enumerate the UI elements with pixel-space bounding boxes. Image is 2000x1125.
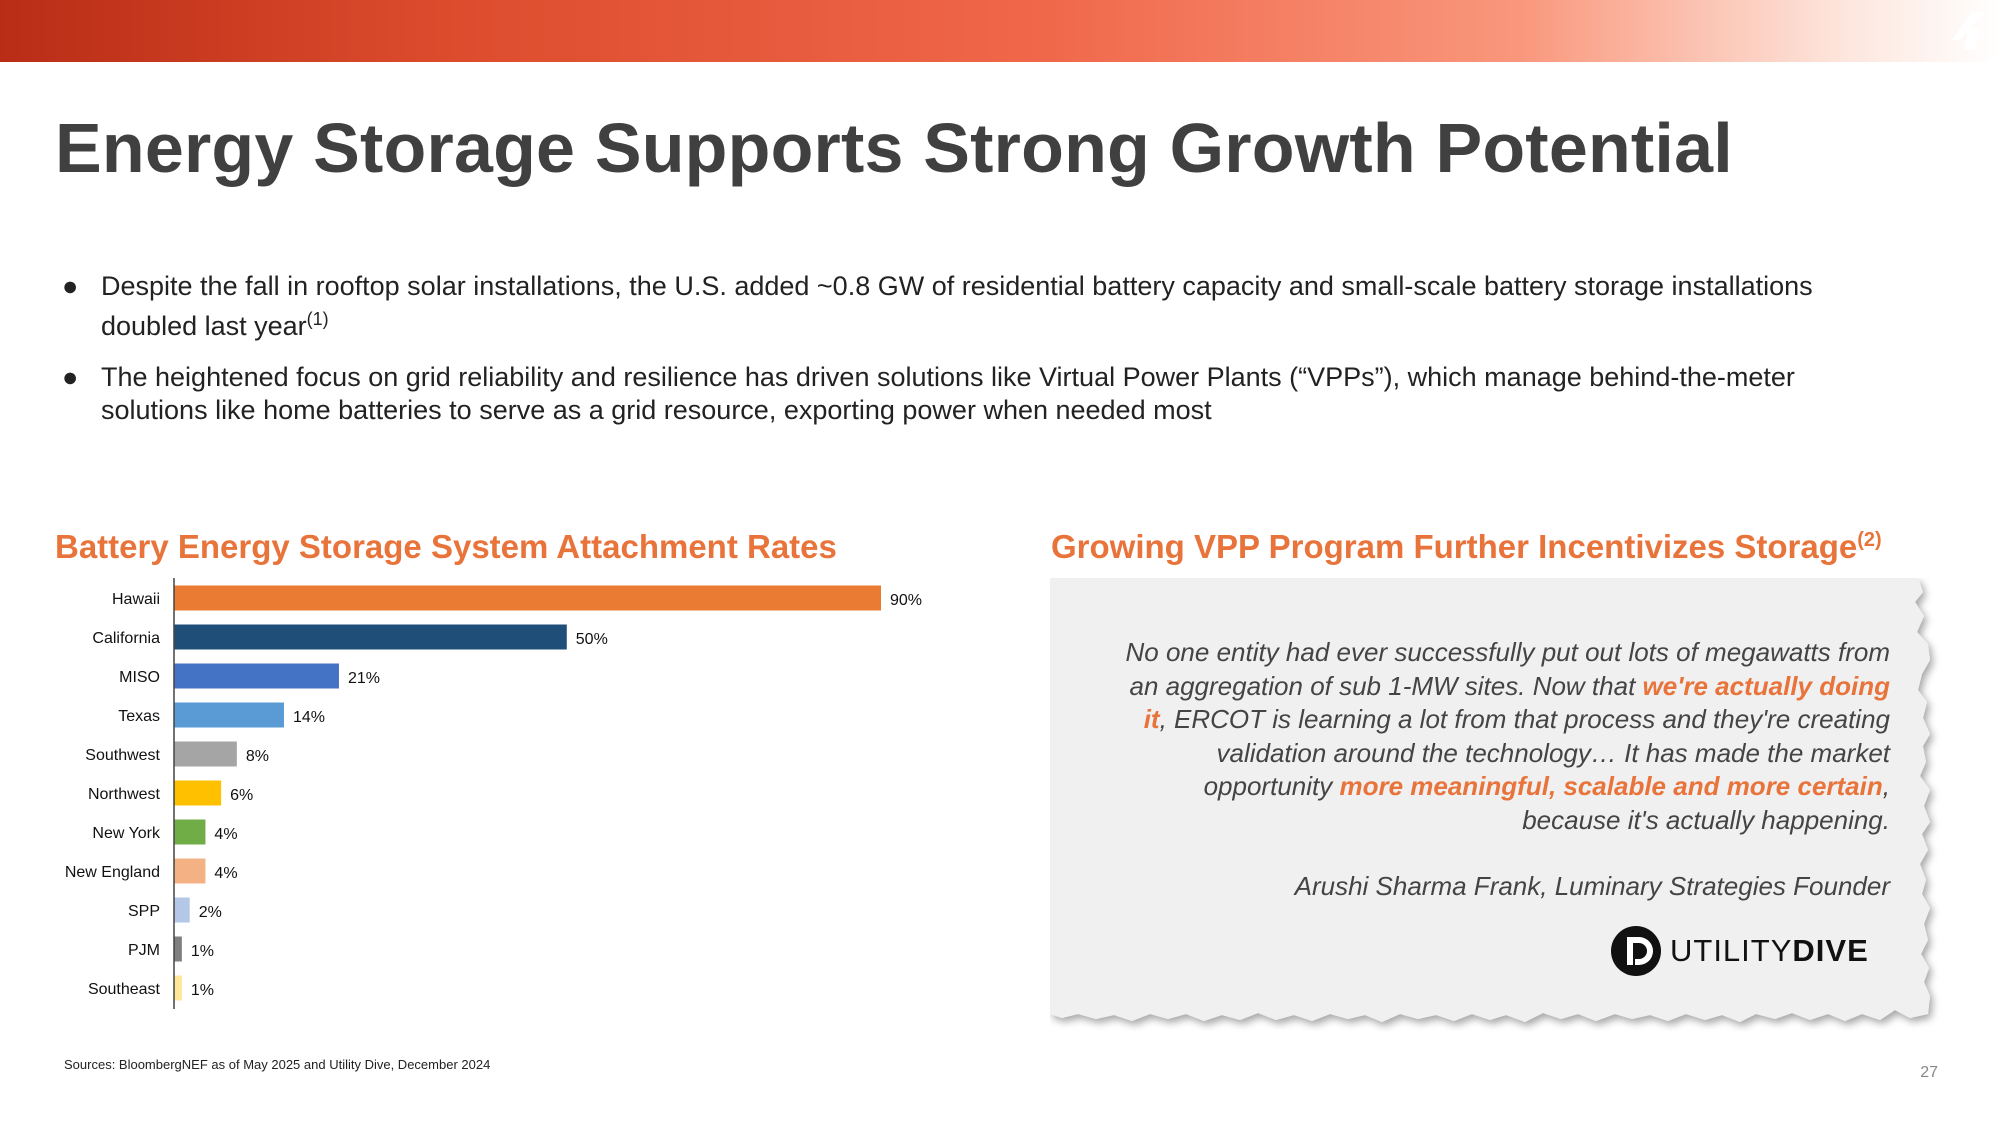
bar [174,819,206,845]
quote-part: , because it's actually happening. [1522,771,1890,835]
category-label: Northwest [88,786,161,803]
bar [174,702,284,728]
value-label: 1% [191,982,214,999]
value-label: 4% [214,826,237,843]
bar [174,585,881,611]
quote-highlight: we're actually doing it [1143,670,1890,735]
page-number: 27 [1920,1064,1938,1081]
bullet-dot-icon: ● [62,271,79,301]
quote-attribution: Arushi Sharma Frank, Luminary Strategies… [1294,871,1890,901]
quote-section-title: Growing VPP Program Further Incentivizes… [1051,528,1882,566]
quote-part: , ERCOT is learning a lot from that proc… [1159,704,1890,801]
header-bar [0,0,2000,62]
quote-text: No one entity had ever successfully put … [1100,636,1891,837]
value-label: 50% [576,631,608,648]
bullet-dot-icon: ● [62,362,79,392]
bar [174,936,182,962]
category-label: Texas [118,708,160,725]
category-label: California [92,630,160,647]
category-label: New York [92,825,161,842]
category-label: MISO [119,669,160,686]
bullet-text: Despite the fall in rooftop solar instal… [101,271,1813,341]
category-label: New England [65,864,160,881]
bullet-list: ● Despite the fall in rooftop solar inst… [62,270,1882,445]
page-title: Energy Storage Supports Strong Growth Po… [55,109,1733,187]
bar [174,897,190,923]
utility-dive-logo-icon [1611,926,1661,976]
quote-part: No one entity had ever successfully put … [1125,637,1891,701]
bar [174,858,206,884]
value-label: 4% [214,865,237,882]
value-label: 14% [293,709,325,726]
quote-card [1050,578,1930,1022]
bullet-text: The heightened focus on grid reliability… [101,362,1795,425]
category-label: SPP [128,903,160,920]
utility-dive-logo-text: UTILITYDIVE [1670,933,1869,969]
category-label: Southwest [85,747,160,764]
bar [174,741,237,767]
bar [174,663,339,689]
bullet-item: ● The heightened focus on grid reliabili… [62,361,1882,427]
category-label: Hawaii [112,591,160,608]
bar [174,780,222,806]
quote-section-title-text: Growing VPP Program Further Incentivizes… [1051,528,1858,565]
value-label: 6% [230,787,253,804]
value-label: 1% [191,943,214,960]
logo-word-bold: DIVE [1792,933,1869,968]
bar-chart: Hawaii 90% California 50% MISO 21% Texas 14% Sou… [65,578,922,1009]
chart-section-title: Battery Energy Storage System Attachment… [55,528,837,565]
bar [174,624,567,650]
value-label: 2% [199,904,222,921]
brand-logo-icon [1952,12,1986,50]
category-label: Southeast [88,981,161,998]
bullet-item: ● Despite the fall in rooftop solar inst… [62,270,1882,343]
utility-dive-logo: UTILITYDIVE [1610,926,1869,976]
value-label: 8% [246,748,269,765]
bar [174,975,182,1001]
quote-highlight: more meaningful, scalable and more certa… [1339,771,1883,801]
footnote-marker: (1) [306,309,329,329]
value-label: 90% [890,592,922,609]
logo-word: UTILITY [1670,933,1793,968]
sources-note: Sources: BloombergNEF as of May 2025 and… [64,1057,491,1072]
footnote-marker: (2) [1857,529,1882,551]
category-label: PJM [128,942,160,959]
value-label: 21% [348,670,380,687]
